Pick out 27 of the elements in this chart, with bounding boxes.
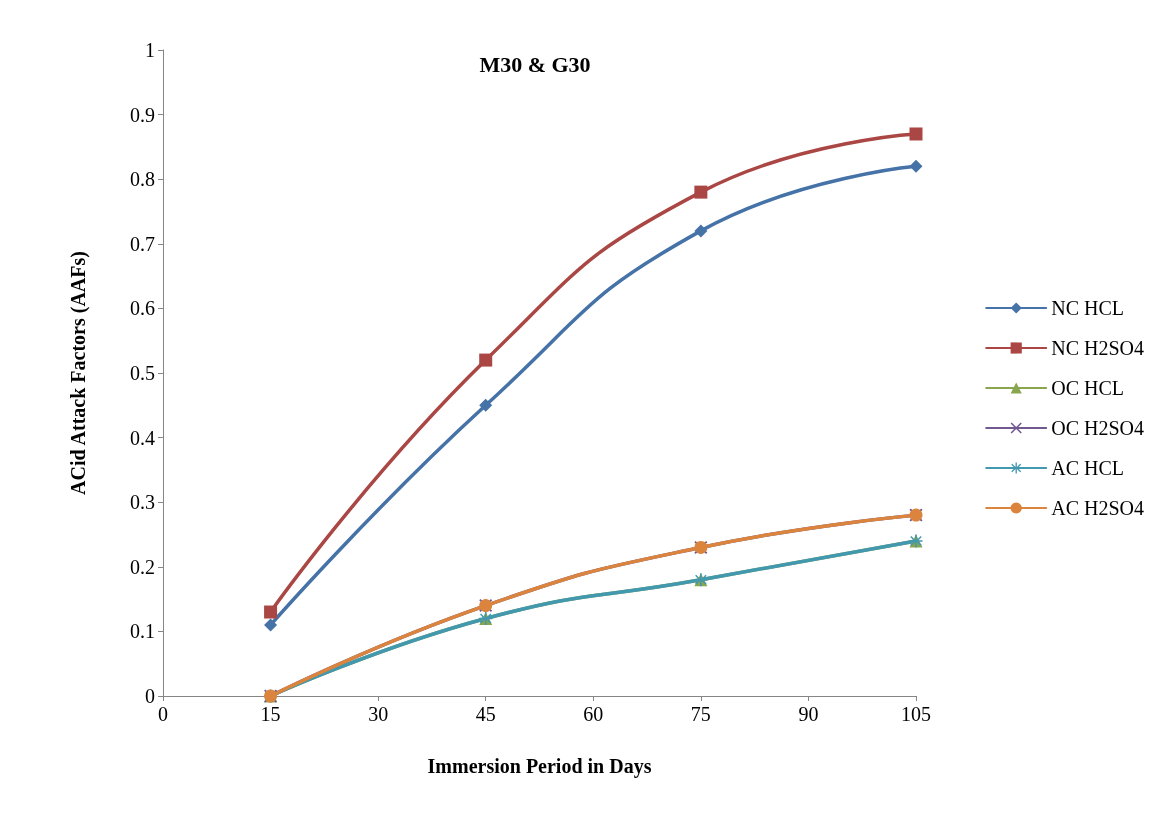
- x-tick-label: 45: [475, 703, 496, 725]
- y-tick-label: 0.2: [130, 555, 155, 578]
- legend-label: OC HCL: [1051, 377, 1124, 399]
- y-tick-label: 0: [145, 685, 155, 707]
- legend-label: NC H2SO4: [1051, 337, 1144, 359]
- y-tick-label: 0.6: [130, 297, 155, 320]
- x-tick-label: 105: [901, 703, 931, 725]
- x-tick-label: 90: [798, 703, 819, 725]
- y-tick-label: 0.7: [130, 232, 155, 255]
- legend-label: AC H2SO4: [1051, 497, 1144, 519]
- chart-title: M30 & G30: [479, 51, 591, 77]
- x-axis-title: Immersion Period in Days: [427, 755, 652, 778]
- legend-label: OC H2SO4: [1051, 417, 1144, 439]
- x-tick-label: 30: [368, 703, 389, 725]
- y-tick-label: 1: [145, 39, 155, 61]
- y-tick-label: 0.5: [130, 362, 155, 384]
- y-tick-label: 0.1: [130, 620, 155, 643]
- x-tick-label: 15: [260, 703, 281, 725]
- x-tick-label: 60: [583, 703, 604, 725]
- legend-label: NC HCL: [1051, 297, 1124, 319]
- y-tick-label: 0.9: [130, 103, 155, 126]
- x-tick-label: 75: [690, 703, 711, 725]
- y-tick-label: 0.3: [130, 491, 155, 514]
- legend-label: AC HCL: [1051, 457, 1124, 479]
- y-tick-label: 0.8: [130, 168, 155, 191]
- y-tick-label: 0.4: [130, 426, 155, 449]
- y-axis-title: ACid Attack Factors (AAFs): [67, 251, 90, 495]
